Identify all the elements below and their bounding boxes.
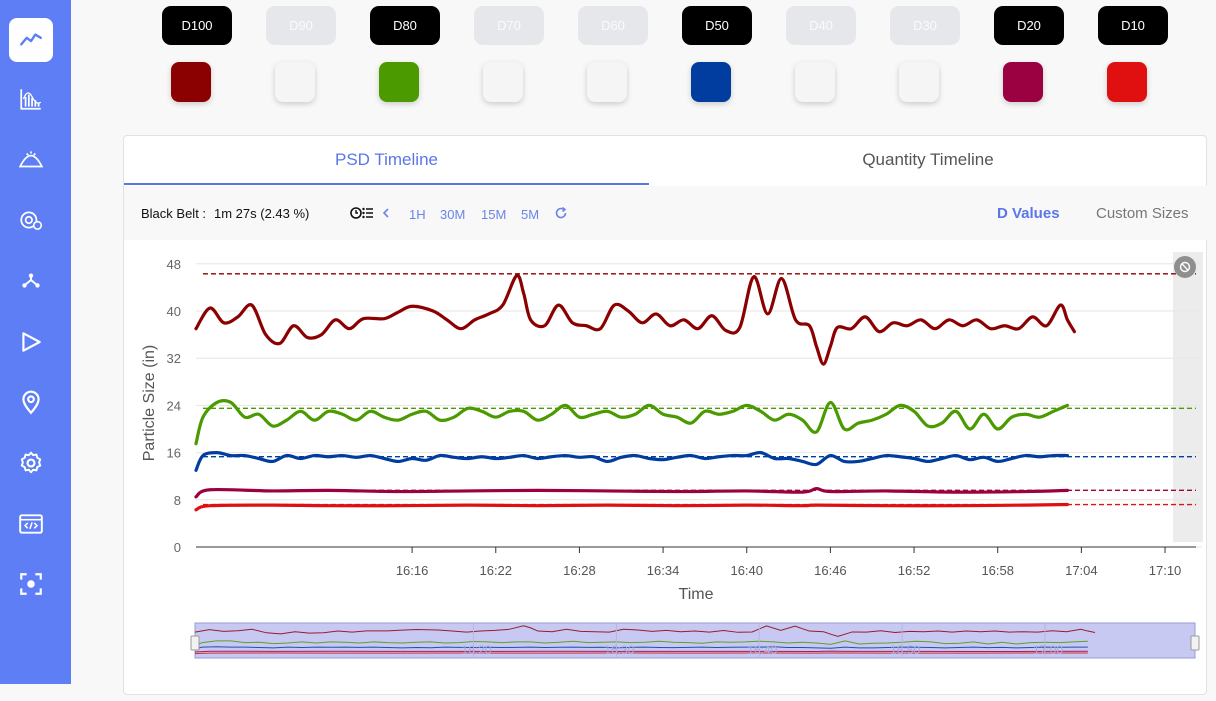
y-tick-label: 16 <box>167 446 181 461</box>
chevron-left-icon[interactable] <box>381 207 391 219</box>
belt-label: Black Belt : <box>141 206 207 221</box>
reset-zoom-band <box>1173 252 1203 542</box>
custom-sizes-toggle[interactable]: Custom Sizes <box>1096 205 1189 222</box>
x-tick-label: 17:10 <box>1149 563 1182 578</box>
focus-target-icon <box>20 573 42 595</box>
psd-chart-area: 0 8 16 24 32 40 48 16:16 16:22 16:28 16:34 16:40 16:… <box>124 240 1208 696</box>
timeline-toolbar: Black Belt : 1m 27s (2.43 %) 1H 30M 15M … <box>124 186 1208 240</box>
sidebar-item-code[interactable] <box>9 502 53 546</box>
sidebar-item-focus[interactable] <box>9 562 53 606</box>
range-1h[interactable]: 1H <box>409 207 426 222</box>
sidebar <box>0 0 71 684</box>
y-tick-label: 48 <box>167 257 181 272</box>
range-5m[interactable]: 5M <box>521 207 540 222</box>
active-tab-indicator <box>124 183 649 185</box>
d-tile-d30[interactable]: D30 <box>890 6 960 45</box>
series-line-d80 <box>194 399 1070 446</box>
color-swatch-d50[interactable] <box>691 62 731 102</box>
navigator-tick-label: 16:50 <box>890 643 920 657</box>
d-tile-d50[interactable]: D50 <box>682 6 752 45</box>
x-tick-label: 16:40 <box>730 563 763 578</box>
d-values-toggle[interactable]: D Values <box>997 205 1060 222</box>
color-swatch-d100[interactable] <box>171 62 211 102</box>
series-line-d10 <box>194 502 1070 512</box>
timeline-chart-icon <box>20 33 42 46</box>
sidebar-item-pile[interactable] <box>9 138 53 182</box>
color-swatch-d70[interactable] <box>483 62 523 102</box>
navigator-series-d10 <box>194 652 1088 655</box>
y-axis-title: Particle Size (in) <box>141 345 158 461</box>
sidebar-item-timeline[interactable] <box>9 18 53 62</box>
navigator-series-d50 <box>194 646 1088 650</box>
x-tick-label: 16:16 <box>396 563 429 578</box>
belt-value: 1m 27s (2.43 %) <box>214 206 310 221</box>
navigator-series-d100 <box>194 625 1096 637</box>
sidebar-item-histogram[interactable] <box>9 77 53 121</box>
navigator-tick-label: 16:30 <box>604 643 634 657</box>
d-tile-d60[interactable]: D60 <box>578 6 648 45</box>
psd-timeline-chart: 0 8 16 24 32 40 48 16:16 16:22 16:28 16:34 16:40 16:… <box>141 252 1203 659</box>
navigator-tick-label: 16:20 <box>462 643 492 657</box>
reset-zoom-button[interactable] <box>1174 256 1196 278</box>
sidebar-item-network[interactable] <box>9 258 53 302</box>
timeline-panel: PSD Timeline Quantity Timeline Black Bel… <box>123 135 1208 696</box>
gear-icon <box>20 451 42 474</box>
navigator-handle-left[interactable] <box>190 635 200 651</box>
x-tick-label: 17:04 <box>1065 563 1098 578</box>
refresh-icon[interactable] <box>554 206 568 220</box>
location-pin-icon <box>22 390 40 415</box>
histogram-icon <box>20 89 42 110</box>
color-swatch-d80[interactable] <box>379 62 419 102</box>
navigator-series-d80 <box>194 640 1088 647</box>
tab-psd-timeline[interactable]: PSD Timeline <box>335 150 438 169</box>
range-15m[interactable]: 15M <box>481 207 507 222</box>
navigator-selection <box>194 622 1196 659</box>
x-tick-label: 16:58 <box>981 563 1014 578</box>
navigator-tick-label: 16:40 <box>747 643 777 657</box>
tab-quantity-timeline[interactable]: Quantity Timeline <box>862 150 994 169</box>
sidebar-item-play[interactable] <box>9 320 53 364</box>
d-tile-d10[interactable]: D10 <box>1098 6 1168 45</box>
navigator-series-d20 <box>194 650 1088 653</box>
x-tick-label: 16:46 <box>814 563 847 578</box>
color-swatch-d20[interactable] <box>1003 62 1043 102</box>
color-swatch-d60[interactable] <box>587 62 627 102</box>
d-tile-d20[interactable]: D20 <box>994 6 1064 45</box>
d-tile-d80[interactable]: D80 <box>370 6 440 45</box>
color-swatch-d30[interactable] <box>899 62 939 102</box>
range-30m[interactable]: 30M <box>440 207 466 222</box>
d-tile-d70[interactable]: D70 <box>474 6 544 45</box>
sensor-settings-icon <box>20 211 43 231</box>
network-icon <box>22 273 40 288</box>
sidebar-item-settings[interactable] <box>9 441 53 485</box>
color-swatch-d40[interactable] <box>795 62 835 102</box>
d-tile-d90[interactable]: D90 <box>266 6 336 45</box>
y-tick-label: 32 <box>167 351 181 366</box>
y-tick-label: 0 <box>174 540 181 555</box>
clock-list-icon[interactable] <box>350 206 374 220</box>
code-window-icon <box>19 514 43 534</box>
x-axis-title: Time <box>679 586 714 603</box>
navigator-handle-right[interactable] <box>1190 635 1200 651</box>
x-tick-label: 16:52 <box>898 563 931 578</box>
y-tick-label: 24 <box>167 398 181 413</box>
sidebar-item-location[interactable] <box>9 380 53 424</box>
series-line-d20 <box>194 486 1070 499</box>
d-tile-d100[interactable]: D100 <box>162 6 232 45</box>
navigator-tick-label: 17:00 <box>1033 643 1063 657</box>
sidebar-item-sensor[interactable] <box>9 198 53 242</box>
play-icon <box>22 332 41 352</box>
series-line-d50 <box>194 450 1070 472</box>
x-tick-label: 16:28 <box>563 563 596 578</box>
series-line-d100 <box>194 273 1076 366</box>
color-swatch-d90[interactable] <box>275 62 315 102</box>
d-tile-d40[interactable]: D40 <box>786 6 856 45</box>
x-tick-label: 16:34 <box>647 563 680 578</box>
pile-icon <box>18 151 44 168</box>
y-tick-label: 8 <box>174 493 181 508</box>
y-tick-label: 40 <box>167 304 181 319</box>
color-swatch-d10[interactable] <box>1107 62 1147 102</box>
x-tick-label: 16:22 <box>479 563 512 578</box>
no-entry-icon <box>1179 261 1191 273</box>
